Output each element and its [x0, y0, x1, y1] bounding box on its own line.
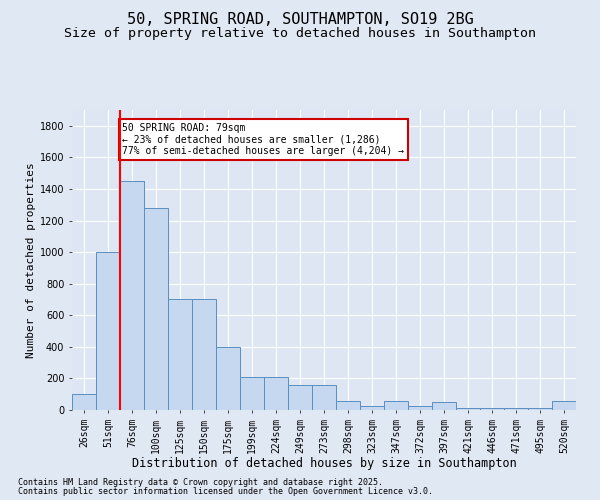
Bar	[504, 408, 528, 410]
Text: 50 SPRING ROAD: 79sqm
← 23% of detached houses are smaller (1,286)
77% of semi-d: 50 SPRING ROAD: 79sqm ← 23% of detached …	[122, 122, 404, 156]
Bar	[384, 402, 408, 410]
Bar	[552, 402, 576, 410]
Bar	[456, 408, 480, 410]
X-axis label: Distribution of detached houses by size in Southampton: Distribution of detached houses by size …	[131, 457, 517, 470]
Bar	[312, 384, 336, 410]
Bar	[120, 181, 144, 410]
Y-axis label: Number of detached properties: Number of detached properties	[26, 162, 35, 358]
Bar	[168, 300, 192, 410]
Bar	[144, 208, 168, 410]
Bar	[432, 402, 456, 410]
Bar	[192, 300, 216, 410]
Bar	[216, 347, 240, 410]
Text: 50, SPRING ROAD, SOUTHAMPTON, SO19 2BG: 50, SPRING ROAD, SOUTHAMPTON, SO19 2BG	[127, 12, 473, 28]
Bar	[72, 394, 96, 410]
Text: Size of property relative to detached houses in Southampton: Size of property relative to detached ho…	[64, 28, 536, 40]
Bar	[360, 406, 384, 410]
Bar	[264, 377, 288, 410]
Text: Contains HM Land Registry data © Crown copyright and database right 2025.: Contains HM Land Registry data © Crown c…	[18, 478, 383, 487]
Text: Contains public sector information licensed under the Open Government Licence v3: Contains public sector information licen…	[18, 487, 433, 496]
Bar	[408, 406, 432, 410]
Bar	[240, 377, 264, 410]
Bar	[288, 384, 312, 410]
Bar	[96, 252, 120, 410]
Bar	[480, 408, 504, 410]
Bar	[528, 408, 552, 410]
Bar	[336, 402, 360, 410]
